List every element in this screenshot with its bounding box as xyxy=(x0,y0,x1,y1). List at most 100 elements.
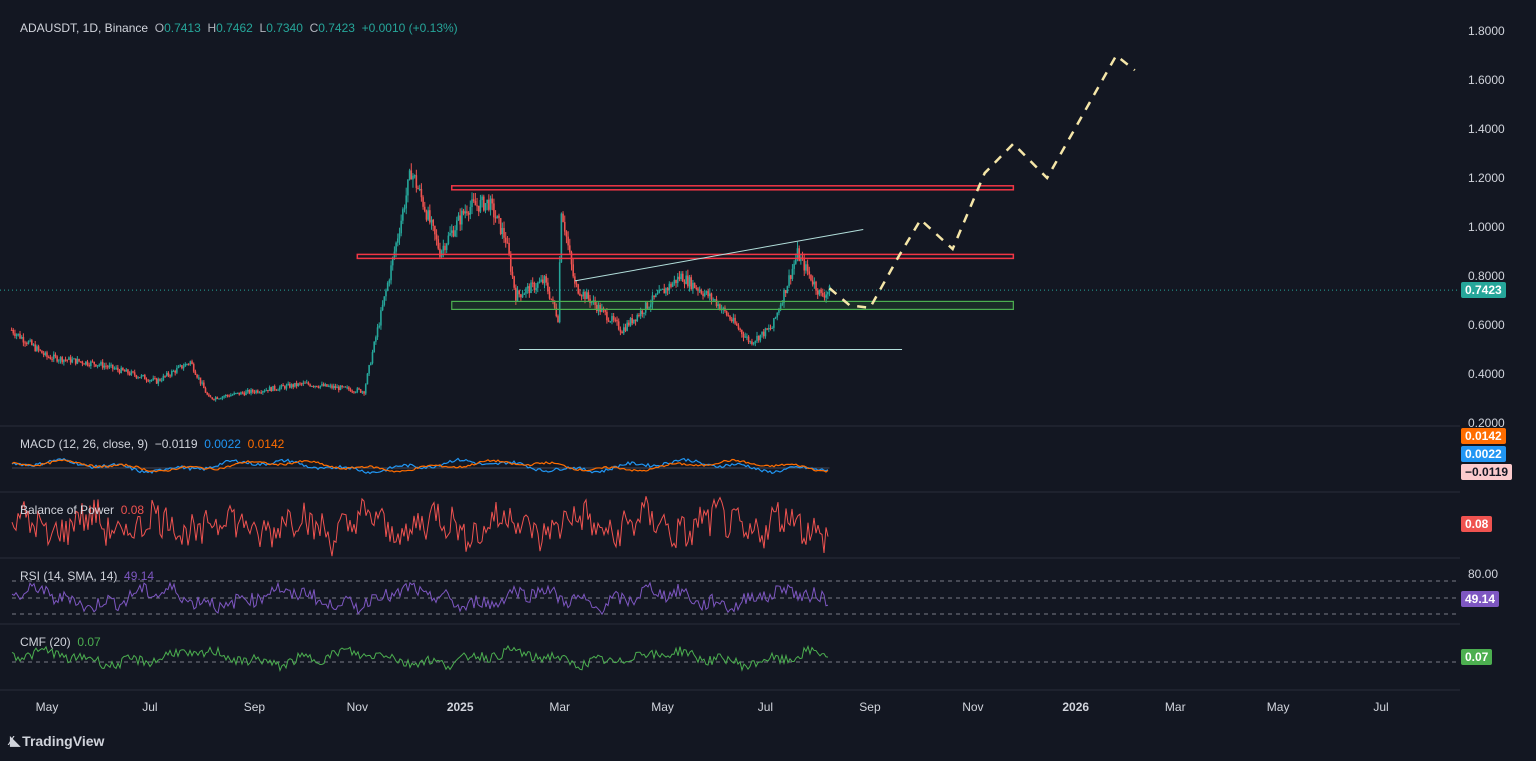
candle-body xyxy=(678,276,681,280)
candle-body xyxy=(634,319,637,322)
candle-body xyxy=(316,385,318,387)
candle-body xyxy=(756,335,758,341)
candle-body xyxy=(388,280,391,283)
candle-body xyxy=(590,301,593,304)
candle-body xyxy=(638,315,640,317)
x-tick-label: Mar xyxy=(549,700,571,714)
candle-body xyxy=(673,279,676,284)
candle-body xyxy=(531,282,534,284)
candle-body xyxy=(310,385,313,387)
candle-body xyxy=(184,363,187,367)
x-tick-label: 2026 xyxy=(1062,700,1090,714)
candle-body xyxy=(96,365,99,367)
candle-body xyxy=(10,329,13,331)
candle-body xyxy=(810,274,812,281)
candle-body xyxy=(209,396,212,398)
candle-body xyxy=(484,203,487,211)
candle-body xyxy=(167,372,170,376)
candle-body xyxy=(378,325,381,328)
candle-body xyxy=(267,389,269,392)
candle-body xyxy=(240,392,242,395)
candle-body xyxy=(245,391,247,396)
candle-body xyxy=(762,331,765,337)
bop-label: Balance of Power xyxy=(20,503,115,517)
candle-body xyxy=(105,365,107,367)
candle-body xyxy=(69,357,72,363)
candle-body xyxy=(793,263,795,269)
y-tick-label: 0.4000 xyxy=(1468,367,1505,381)
candle-body xyxy=(226,394,229,396)
candle-body xyxy=(494,217,497,219)
candle-body xyxy=(294,382,296,387)
bop-line xyxy=(11,496,829,557)
candle-body xyxy=(61,357,63,363)
candle-body xyxy=(417,187,419,190)
candle-body xyxy=(690,277,693,289)
candle-body xyxy=(265,389,268,391)
candle-body xyxy=(123,370,126,372)
candle-body xyxy=(390,265,392,281)
candle-body xyxy=(619,329,622,332)
candle-body xyxy=(29,340,31,342)
candle-body xyxy=(456,220,458,231)
candle-body xyxy=(144,375,146,380)
candle-body xyxy=(290,384,293,388)
candle-body xyxy=(457,215,460,221)
candle-body xyxy=(462,210,465,214)
candle-body xyxy=(95,364,97,367)
candle-body xyxy=(354,391,357,393)
candle-body xyxy=(670,283,672,287)
candle-body xyxy=(14,333,16,336)
candle-body xyxy=(761,331,763,335)
candle-body xyxy=(633,319,635,324)
candle-body xyxy=(730,319,733,322)
y-tick-label: 1.6000 xyxy=(1468,73,1505,87)
tradingview-logo[interactable]: ⁄◣ TradingView xyxy=(10,733,104,749)
candle-body xyxy=(385,290,387,297)
candle-body xyxy=(111,364,114,369)
candle-body xyxy=(319,385,322,388)
candle-body xyxy=(115,367,117,369)
candle-body xyxy=(235,393,237,395)
candle-body xyxy=(91,361,94,363)
candle-body xyxy=(253,391,256,393)
candle-body xyxy=(587,292,590,299)
candle-body xyxy=(572,264,574,277)
candle-body xyxy=(186,363,188,365)
candle-body xyxy=(739,328,741,331)
candle-body xyxy=(364,384,367,394)
projection-path xyxy=(828,53,1136,310)
candle-body xyxy=(486,199,488,204)
candle-body xyxy=(201,382,203,384)
candle-body xyxy=(700,290,703,294)
candle-body xyxy=(142,375,144,377)
candle-body xyxy=(329,385,332,387)
candle-body xyxy=(644,302,647,313)
low-value: 0.7340 xyxy=(266,21,303,35)
candle-body xyxy=(442,245,445,251)
candle-body xyxy=(420,188,423,198)
x-tick-label: Mar xyxy=(1164,700,1186,714)
candle-body xyxy=(224,394,227,397)
candle-body xyxy=(604,309,607,312)
close-value: 0.7423 xyxy=(318,21,355,35)
candle-body xyxy=(545,276,547,283)
candle-body xyxy=(164,375,166,377)
rsi-label: RSI (14, SMA, 14) xyxy=(20,569,118,583)
candle-body xyxy=(452,230,455,237)
candle-body xyxy=(729,316,731,320)
candle-body xyxy=(199,377,202,384)
candle-body xyxy=(93,361,96,365)
macd-line xyxy=(11,457,829,475)
candle-body xyxy=(710,293,713,300)
candle-body xyxy=(150,379,153,381)
candle-body xyxy=(56,356,58,362)
candle-body xyxy=(611,316,613,322)
cmf-legend: CMF (20) 0.07 xyxy=(20,635,101,649)
candle-body xyxy=(707,291,709,297)
candle-body xyxy=(165,372,168,376)
candle-body xyxy=(317,386,320,388)
candle-body xyxy=(552,299,554,301)
candle-body xyxy=(25,343,28,345)
